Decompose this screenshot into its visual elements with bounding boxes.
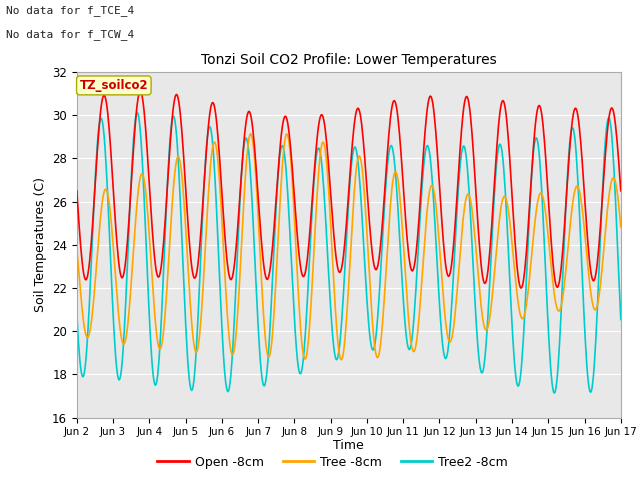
Text: TZ_soilco2: TZ_soilco2 xyxy=(79,79,148,92)
Y-axis label: Soil Temperatures (C): Soil Temperatures (C) xyxy=(33,177,47,312)
Text: No data for f_TCE_4: No data for f_TCE_4 xyxy=(6,5,134,16)
Legend: Open -8cm, Tree -8cm, Tree2 -8cm: Open -8cm, Tree -8cm, Tree2 -8cm xyxy=(152,451,513,474)
Text: No data for f_TCW_4: No data for f_TCW_4 xyxy=(6,29,134,40)
Title: Tonzi Soil CO2 Profile: Lower Temperatures: Tonzi Soil CO2 Profile: Lower Temperatur… xyxy=(201,53,497,67)
X-axis label: Time: Time xyxy=(333,439,364,452)
